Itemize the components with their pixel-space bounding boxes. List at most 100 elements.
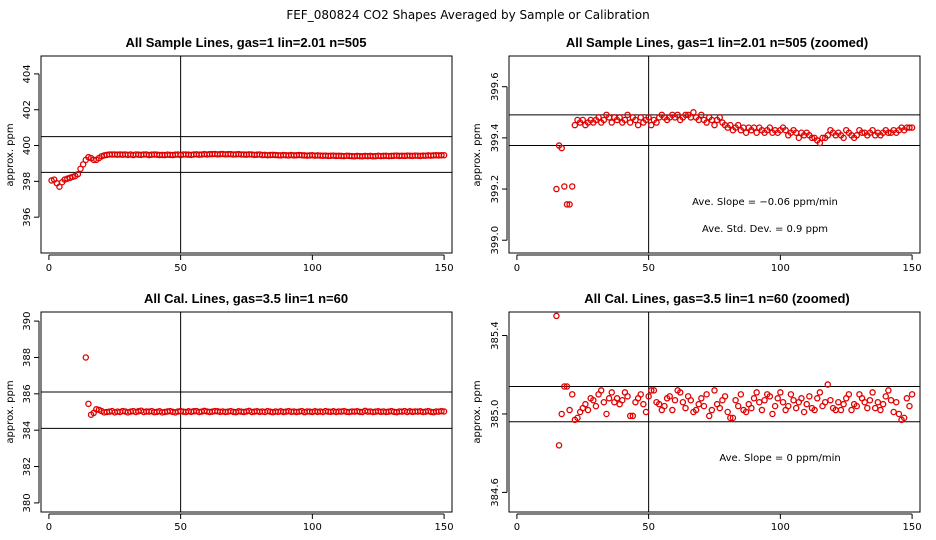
data-point [727, 121, 734, 129]
data-point [782, 126, 789, 134]
data-point [703, 391, 710, 398]
data-point [621, 116, 629, 124]
data-point [558, 144, 565, 152]
y-axis-label: approx. ppm [472, 380, 483, 443]
x-tick-label: 100 [303, 522, 322, 533]
data-point [648, 387, 655, 394]
x-tick-label: 100 [303, 263, 322, 274]
data-point [592, 402, 600, 410]
slope-annotation: Ave. Slope = −0.06 ppm/min [692, 197, 838, 208]
y-tick-label: 404 [22, 64, 33, 83]
data-point [682, 404, 689, 412]
data-point [590, 396, 597, 404]
data-point [440, 151, 448, 159]
data-point [555, 442, 563, 449]
data-point [827, 396, 834, 404]
data-point [440, 408, 448, 415]
slope-annotation: Ave. Slope = 0 ppm/min [719, 453, 840, 464]
data-point [626, 412, 634, 420]
panel-title: All Cal. Lines, gas=3.5 lin=1 n=60 [144, 291, 348, 306]
data-point [885, 387, 892, 394]
data-point [848, 406, 855, 414]
data-point [727, 414, 734, 422]
y-tick-label: 382 [22, 457, 33, 476]
panel-sample-lines: All Sample Lines, gas=1 lin=2.01 n=505 a… [5, 35, 454, 274]
data-point [600, 116, 608, 124]
y-tick-label: 400 [22, 136, 33, 155]
reference-lines [509, 56, 920, 253]
data-point [750, 395, 758, 402]
x-tick-label: 50 [642, 263, 655, 274]
y-tick-label: 388 [22, 348, 33, 367]
y-axis-label: approx. ppm [5, 380, 16, 443]
data-point [619, 396, 626, 404]
data-point [761, 396, 768, 404]
data-point [613, 395, 621, 402]
data-point [695, 400, 702, 408]
data-point [568, 183, 576, 190]
data-point [653, 119, 660, 126]
data-point [777, 389, 784, 396]
x-tick-label: 150 [435, 263, 454, 274]
data-point [766, 393, 774, 400]
data-point [766, 124, 774, 131]
data-point [677, 389, 684, 396]
y-axis-label: approx. ppm [472, 123, 483, 186]
x-tick-label: 150 [435, 522, 454, 533]
data-point [824, 381, 832, 388]
data-point [840, 400, 847, 408]
data-point [582, 400, 589, 408]
y-tick-label: 386 [22, 384, 33, 403]
data-point [637, 391, 644, 398]
data-point [629, 412, 637, 420]
data-point [561, 383, 568, 390]
panel-sample-lines-zoomed: All Sample Lines, gas=1 lin=2.01 n=505 (… [472, 35, 922, 274]
data-point [690, 109, 697, 116]
data-point [853, 132, 861, 139]
panel-title: All Sample Lines, gas=1 lin=2.01 n=505 [126, 35, 367, 50]
data-point [861, 398, 868, 406]
data-point [637, 114, 644, 121]
x-tick-label: 150 [903, 522, 922, 533]
data-point [895, 410, 903, 418]
data-point [605, 395, 613, 402]
data-point [769, 410, 776, 418]
data-point [563, 201, 571, 208]
data-point [906, 124, 913, 131]
data-point [753, 129, 760, 137]
y-tick-label: 385.4 [490, 321, 501, 350]
data-point [632, 116, 639, 124]
data-point [711, 121, 718, 129]
x-tick-label: 0 [46, 522, 52, 533]
data-point [645, 393, 652, 400]
data-point [803, 400, 810, 408]
data-point [692, 406, 700, 414]
data-point [900, 414, 908, 422]
x-tick-label: 0 [46, 263, 52, 274]
data-point [608, 119, 616, 126]
data-point [682, 111, 689, 119]
data-point [568, 391, 576, 398]
data-point [808, 134, 816, 142]
data-point [642, 408, 650, 416]
x-tick-label: 0 [514, 263, 520, 274]
data-point [705, 412, 713, 420]
data-point [742, 408, 750, 416]
data-point [779, 398, 787, 406]
data-point [837, 406, 845, 414]
x-tick-label: 50 [174, 263, 187, 274]
data-point [600, 398, 608, 406]
data-point [800, 408, 808, 416]
data-point [869, 389, 876, 396]
data-point [742, 129, 750, 137]
data-points [553, 109, 916, 208]
std-dev-annotation: Ave. Std. Dev. = 0.9 ppm [702, 224, 828, 235]
panel-title: All Sample Lines, gas=1 lin=2.01 n=505 (… [566, 35, 868, 50]
data-point [566, 406, 573, 414]
data-point [774, 395, 781, 402]
data-point [758, 406, 766, 414]
y-tick-label: 399.4 [490, 124, 501, 153]
data-point [597, 387, 605, 394]
data-point [721, 393, 729, 400]
data-point [571, 121, 579, 129]
